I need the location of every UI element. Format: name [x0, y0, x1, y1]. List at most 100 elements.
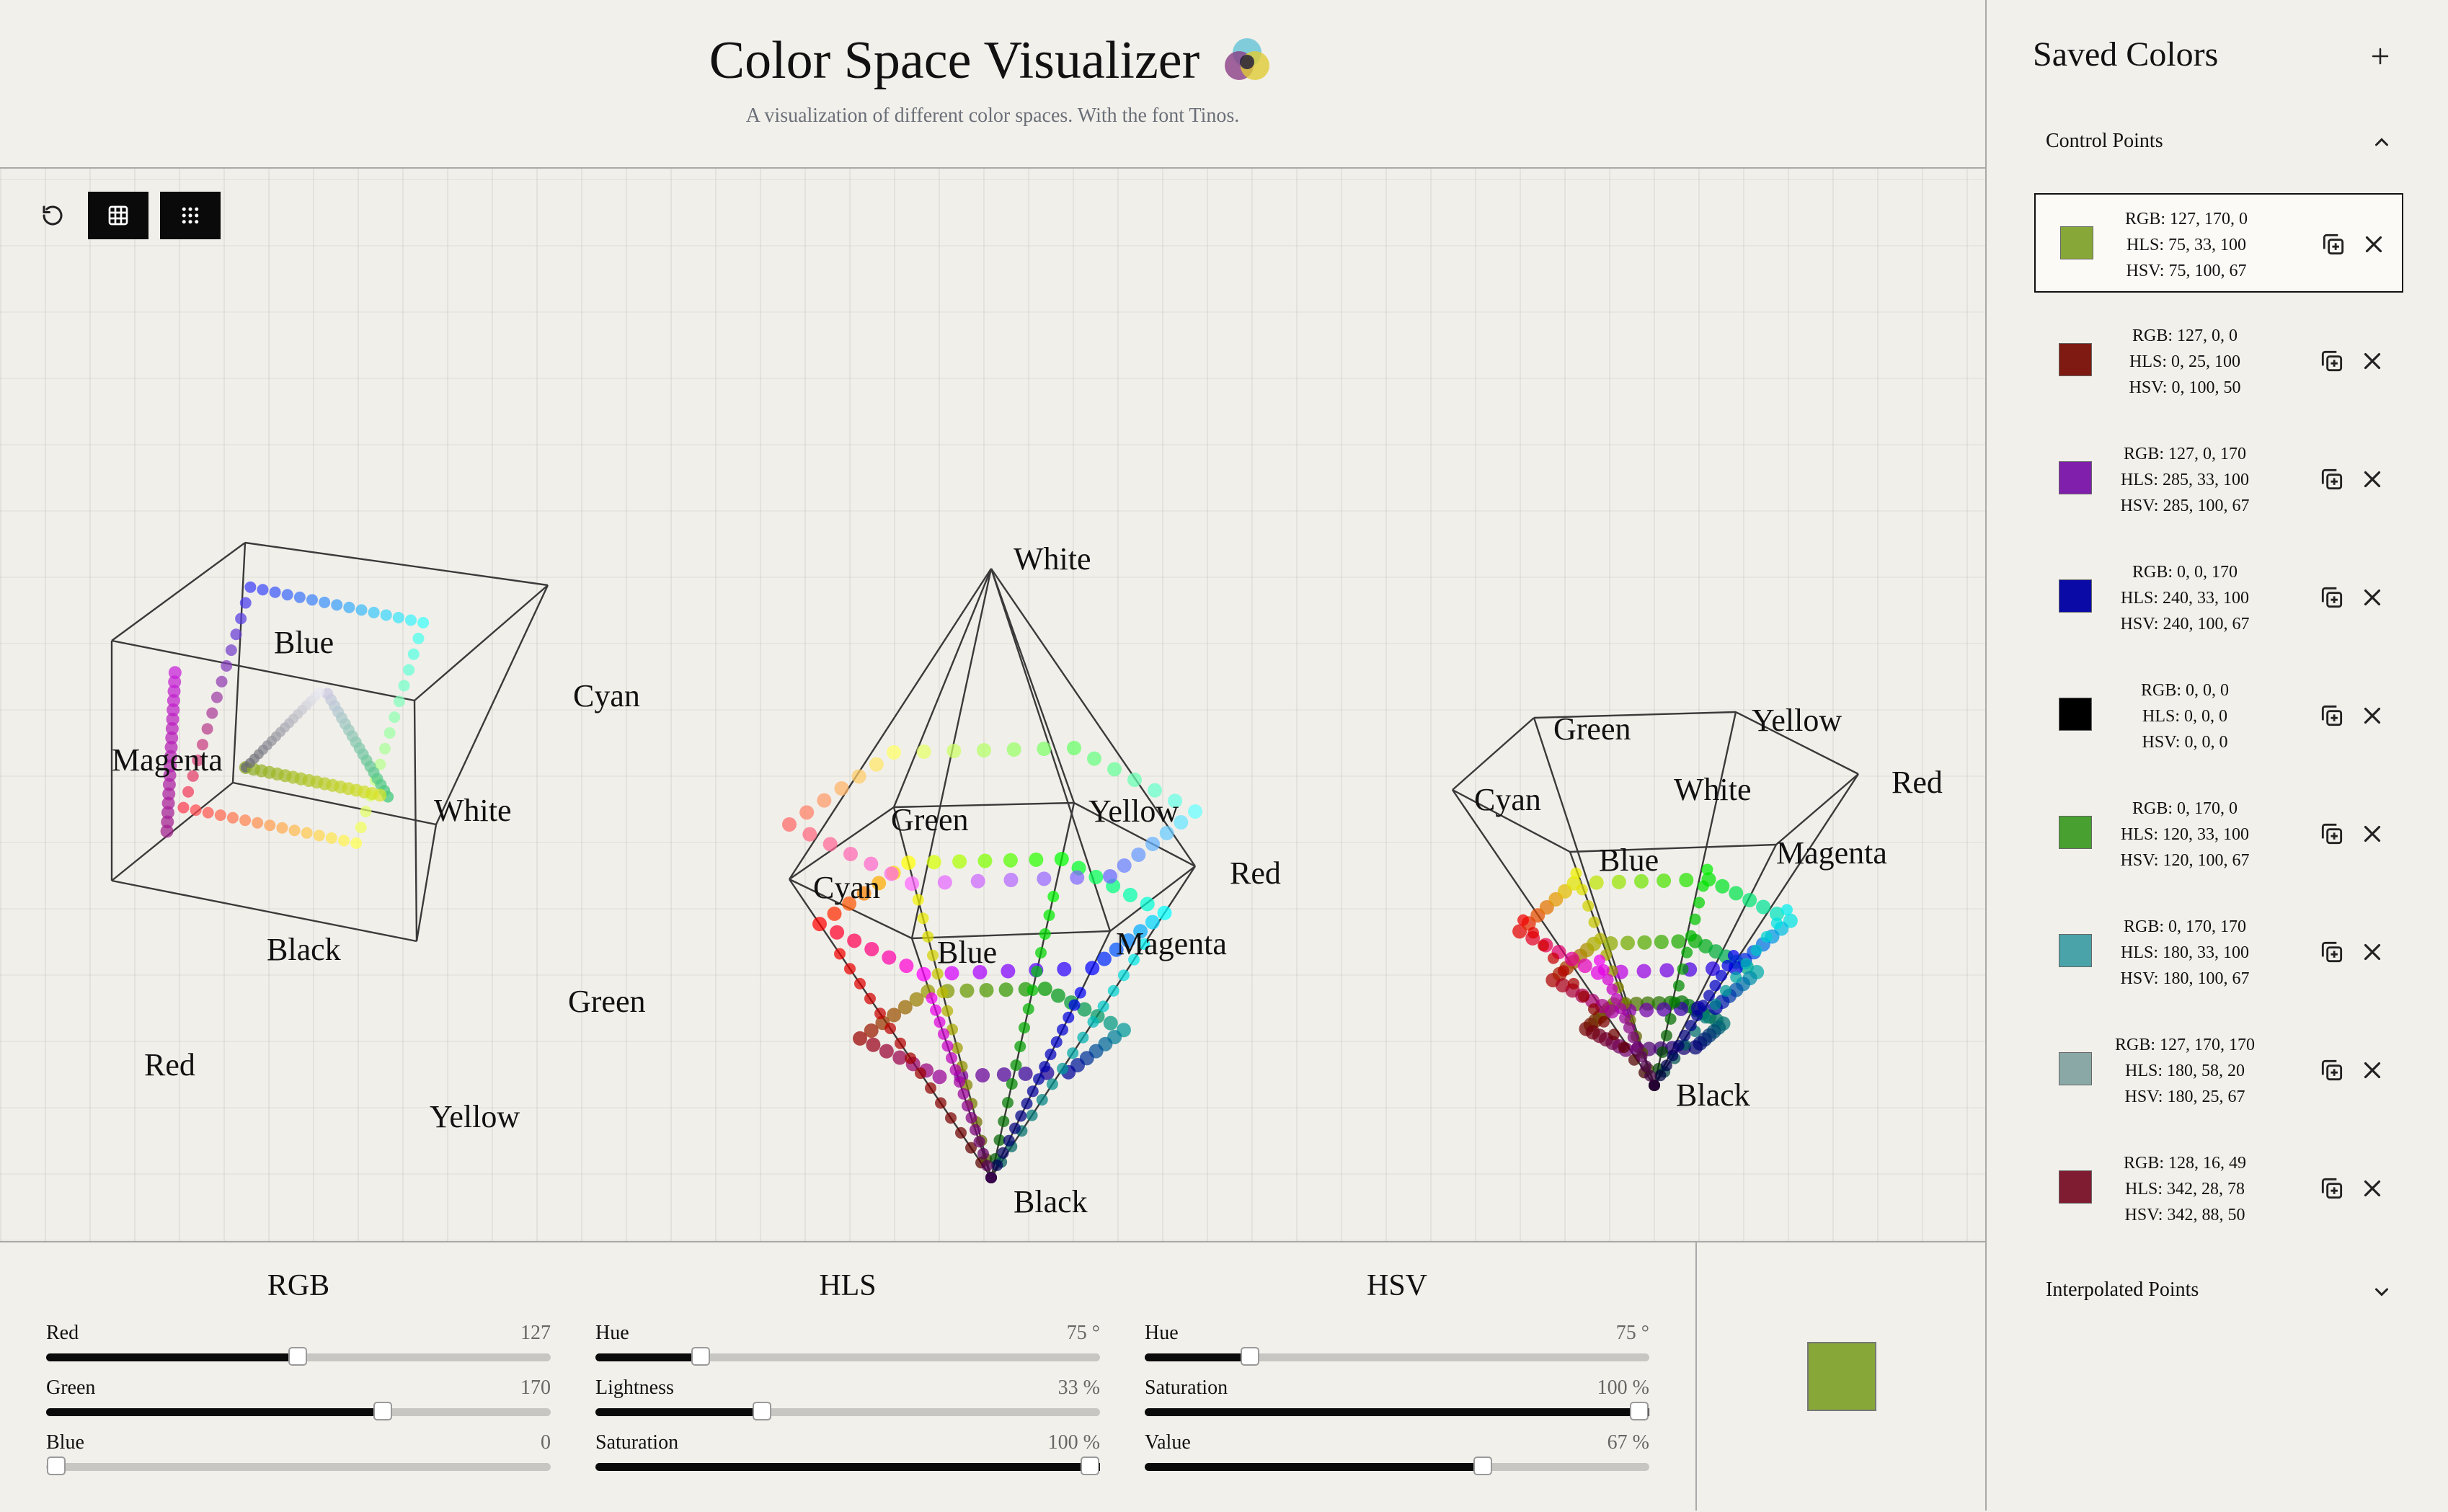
delete-color-button[interactable] — [2359, 466, 2386, 493]
hls-sample-point — [985, 1172, 997, 1183]
delete-color-button[interactable] — [2359, 584, 2386, 611]
color-values: RGB: 0, 170, 0 HLS: 120, 33, 100 HSV: 120,… — [2101, 796, 2269, 873]
saved-color-card[interactable]: RGB: 128, 16, 49 HLS: 342, 28, 78 HSV: 342… — [2034, 1139, 2403, 1238]
interpolated-points-header[interactable]: Interpolated Points — [2046, 1278, 2199, 1301]
duplicate-color-button[interactable] — [2318, 938, 2346, 966]
slider-thumb[interactable] — [1630, 1402, 1649, 1420]
slider-track[interactable] — [46, 1347, 551, 1366]
slider-thumb[interactable] — [1081, 1457, 1099, 1475]
duplicate-color-button[interactable] — [2318, 820, 2346, 848]
3d-viewport[interactable]: Blue Cyan Magenta White Black Green Red Yellow W… — [0, 169, 1985, 1241]
hsv-slider-1[interactable]: Saturation 100 % — [1145, 1377, 1649, 1427]
color-values: RGB: 127, 170, 170 HLS: 180, 58, 20 HSV: 1… — [2101, 1032, 2269, 1110]
duplicate-color-button[interactable] — [2318, 466, 2346, 493]
close-icon — [2364, 1180, 2381, 1197]
hls-sample-point — [1174, 815, 1189, 830]
hsv-sample-point — [1585, 1025, 1600, 1040]
saved-color-card[interactable]: RGB: 0, 170, 0 HLS: 120, 33, 100 HSV: 120,… — [2034, 784, 2403, 884]
hsv-sample-point — [1679, 873, 1694, 888]
saved-color-card[interactable]: RGB: 0, 0, 170 HLS: 240, 33, 100 HSV: 240,… — [2034, 548, 2403, 647]
hls-sample-point — [1009, 1122, 1021, 1134]
duplicate-color-button[interactable] — [2318, 1175, 2346, 1202]
chevron-down-icon[interactable] — [2369, 1278, 2395, 1304]
slider-track[interactable] — [595, 1347, 1100, 1366]
saved-color-card[interactable]: RGB: 0, 0, 0 HLS: 0, 0, 0 HSV: 0, 0, 0 — [2034, 666, 2403, 765]
add-color-button[interactable] — [2360, 36, 2400, 76]
dots-view-button[interactable] — [160, 192, 221, 239]
hls-sample-point — [851, 769, 866, 784]
slider-track[interactable] — [595, 1402, 1100, 1420]
duplicate-color-button[interactable] — [2318, 1057, 2346, 1084]
hsv-cone-label: Cyan — [1474, 782, 1541, 817]
hls-sample-point — [1063, 1011, 1075, 1023]
rgb-slider-2[interactable]: Blue 0 — [46, 1431, 551, 1482]
slider-track[interactable] — [46, 1402, 551, 1420]
color-sample-point — [202, 806, 214, 819]
slider-track[interactable] — [1145, 1457, 1649, 1475]
hsv-slider-label: Saturation — [1145, 1377, 1228, 1399]
reset-view-button[interactable] — [29, 192, 76, 239]
grid-view-button[interactable] — [88, 192, 148, 239]
bicone-edge — [990, 568, 1196, 867]
duplicate-color-button[interactable] — [2320, 231, 2347, 258]
hls-bicone-label: Yellow — [1088, 793, 1179, 829]
delete-color-button[interactable] — [2359, 938, 2386, 966]
color-sample-point — [225, 644, 237, 657]
color-hls-text: HLS: 342, 28, 78 — [2124, 1180, 2245, 1199]
hsv-slider-0[interactable]: Hue 75 ° — [1145, 1322, 1649, 1372]
saved-color-card[interactable]: RGB: 127, 0, 0 HLS: 0, 25, 100 HSV: 0, 100… — [2034, 311, 2403, 411]
hls-sample-point — [822, 837, 838, 852]
color-sample-point — [197, 739, 209, 751]
slider-track[interactable] — [1145, 1347, 1649, 1366]
color-rgb-text: RGB: 0, 170, 0 — [2132, 799, 2238, 818]
saved-color-card[interactable]: RGB: 0, 170, 170 HLS: 180, 33, 100 HSV: 18… — [2034, 902, 2403, 1002]
slider-track[interactable] — [1145, 1402, 1649, 1420]
delete-color-button[interactable] — [2359, 1175, 2386, 1202]
saved-color-card[interactable]: RGB: 127, 170, 0 HLS: 75, 33, 100 HSV: 75,… — [2034, 193, 2403, 293]
rgb-slider-1[interactable]: Green 170 — [46, 1377, 551, 1427]
slider-thumb[interactable] — [47, 1457, 66, 1475]
hls-slider-0[interactable]: Hue 75 ° — [595, 1322, 1100, 1372]
duplicate-color-button[interactable] — [2318, 702, 2346, 729]
hls-slider-2[interactable]: Saturation 100 % — [595, 1431, 1100, 1482]
slider-thumb[interactable] — [691, 1347, 710, 1366]
rgb-cube-label: Red — [144, 1047, 195, 1082]
hsv-sample-point — [1598, 1015, 1610, 1028]
saved-color-card[interactable]: RGB: 127, 0, 170 HLS: 285, 33, 100 HSV: 28… — [2034, 430, 2403, 529]
hls-sample-point — [916, 966, 931, 982]
hls-sample-point — [970, 1124, 981, 1136]
duplicate-color-button[interactable] — [2318, 347, 2346, 375]
delete-color-button[interactable] — [2359, 347, 2386, 375]
slider-thumb[interactable] — [1473, 1457, 1492, 1475]
saved-color-card[interactable]: RGB: 127, 170, 170 HLS: 180, 58, 20 HSV: 1… — [2034, 1020, 2403, 1120]
slider-thumb[interactable] — [753, 1402, 771, 1420]
hls-sample-point — [1145, 837, 1160, 851]
hls-sample-point — [864, 1023, 879, 1039]
hls-sample-point — [915, 1067, 926, 1080]
chevron-up-icon[interactable] — [2369, 130, 2395, 156]
color-space-scene[interactable]: BlueCyanMagentaWhiteBlackGreenRedYellowW… — [0, 169, 1985, 1241]
bicone-edge — [892, 568, 993, 808]
rgb-slider-0[interactable]: Red 127 — [46, 1322, 551, 1372]
bicone-edge — [893, 801, 1075, 809]
slider-track[interactable] — [595, 1457, 1100, 1475]
delete-color-button[interactable] — [2360, 231, 2387, 258]
hls-sample-point — [938, 1028, 949, 1040]
slider-thumb[interactable] — [1240, 1347, 1259, 1366]
duplicate-color-button[interactable] — [2318, 584, 2346, 611]
page-subtitle: A visualization of different color space… — [745, 104, 1240, 127]
slider-track[interactable] — [46, 1457, 551, 1475]
delete-color-button[interactable] — [2359, 702, 2386, 729]
slider-thumb[interactable] — [373, 1402, 392, 1420]
hls-sample-point — [854, 977, 866, 990]
hsv-cone-label: Blue — [1599, 842, 1659, 878]
color-hsv-text: HSV: 0, 100, 50 — [2129, 378, 2241, 397]
delete-color-button[interactable] — [2359, 820, 2386, 848]
hls-slider-1[interactable]: Lightness 33 % — [595, 1377, 1100, 1427]
hls-sample-point — [998, 1116, 1010, 1127]
hsv-slider-2[interactable]: Value 67 % — [1145, 1431, 1649, 1482]
control-points-header[interactable]: Control Points — [2046, 130, 2163, 152]
slider-thumb[interactable] — [288, 1347, 307, 1366]
delete-color-button[interactable] — [2359, 1057, 2386, 1084]
hls-sample-point — [955, 1126, 967, 1139]
